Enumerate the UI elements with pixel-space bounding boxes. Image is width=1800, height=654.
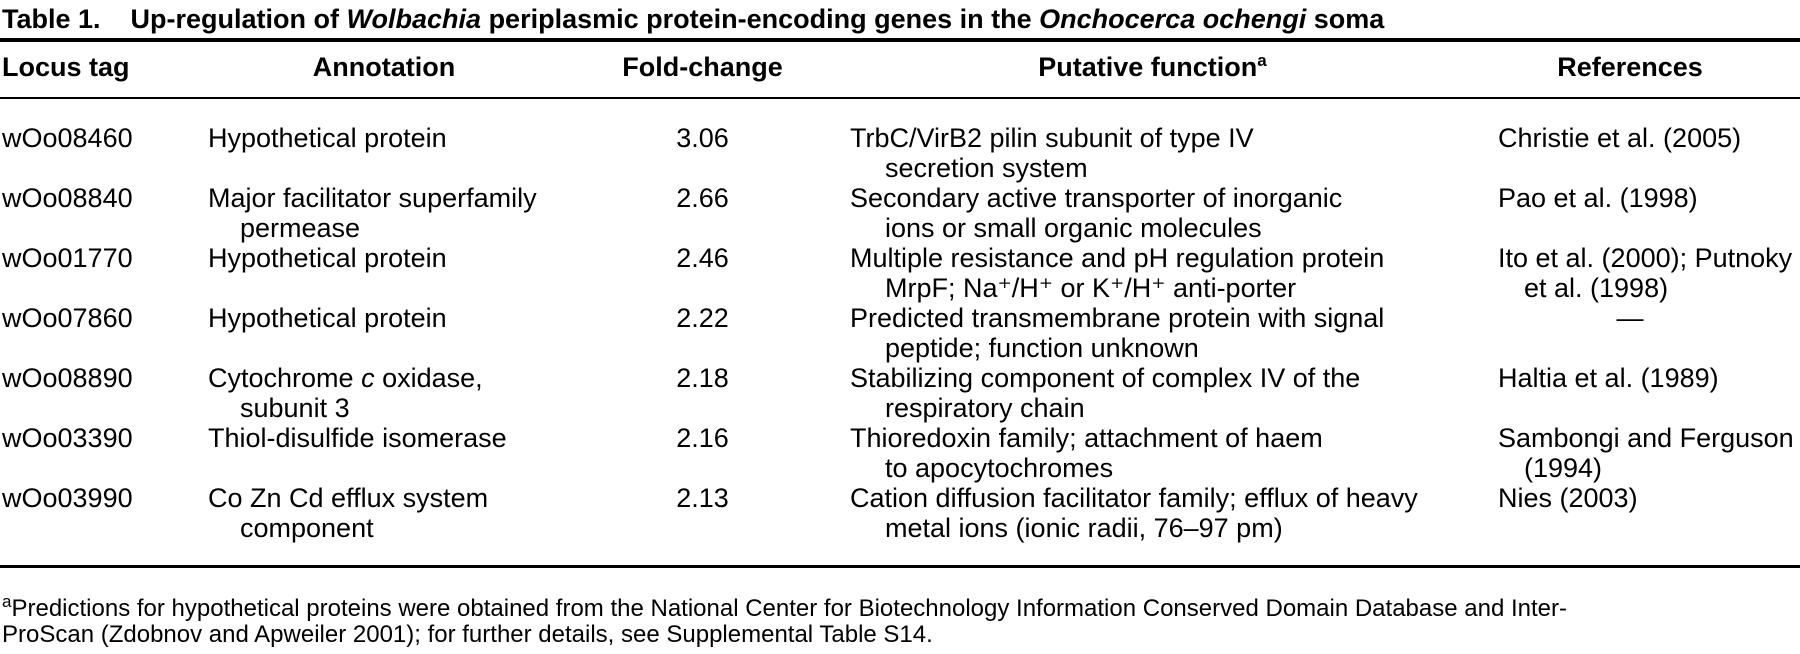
- fold-change-cell: 2.22: [676, 303, 729, 333]
- putative-function-cell: Predicted transmembrane protein with sig…: [850, 303, 1385, 363]
- annotation-cell: Major facilitator superfamily permease: [208, 183, 537, 243]
- locus-tag-cell: wOo01770: [2, 243, 133, 273]
- header-rule: [0, 97, 1800, 99]
- fold-change-cell: 2.66: [676, 183, 729, 213]
- footnote-marker: a: [2, 592, 12, 611]
- fold-change-cell: 2.46: [676, 243, 729, 273]
- locus-tag-cell: wOo08460: [2, 123, 133, 153]
- putative-function-cell: Secondary active transporter of inorgani…: [850, 183, 1343, 243]
- table-row: wOo03990 Co Zn Cd efflux system componen…: [0, 483, 1800, 543]
- table-row: wOo08460 Hypothetical protein 3.06 TrbC/…: [0, 123, 1800, 183]
- top-rule: [0, 38, 1800, 42]
- footnote-marker: a: [1257, 51, 1267, 70]
- locus-tag-cell: wOo03990: [2, 483, 133, 513]
- fold-change-cell: 2.13: [676, 483, 729, 513]
- table-row: wOo01770 Hypothetical protein 2.46 Multi…: [0, 243, 1800, 303]
- table-row: wOo08890 Cytochrome c oxidase, subunit 3…: [0, 363, 1800, 423]
- header-annotation: Annotation: [312, 52, 456, 82]
- table-row: wOo08840 Major facilitator superfamily p…: [0, 183, 1800, 243]
- reference-cell: Ito et al. (2000); Putnoky et al. (1998): [1498, 243, 1793, 303]
- reference-cell: Nies (2003): [1498, 483, 1638, 513]
- fold-change-cell: 3.06: [676, 123, 729, 153]
- annotation-cell: Hypothetical protein: [208, 123, 447, 153]
- table-header-row: Locus tag Annotation Fold-change Putativ…: [0, 42, 1800, 97]
- table-row: wOo07860 Hypothetical protein 2.22 Predi…: [0, 303, 1800, 363]
- reference-cell: Pao et al. (1998): [1498, 183, 1698, 213]
- annotation-cell: Hypothetical protein: [208, 303, 447, 333]
- table-title-text: Up-regulation of Wolbachia periplasmic p…: [130, 4, 1385, 34]
- fold-change-cell: 2.16: [676, 423, 729, 453]
- header-references: References: [1557, 52, 1703, 82]
- locus-tag-cell: wOo08890: [2, 363, 133, 393]
- reference-cell: Christie et al. (2005): [1498, 123, 1742, 153]
- fold-change-cell: 2.18: [676, 363, 729, 393]
- species-name-italic: Wolbachia: [346, 4, 482, 34]
- table-footnote: aPredictions for hypothetical proteins w…: [2, 592, 1567, 648]
- annotation-cell: Thiol-disulfide isomerase: [208, 423, 507, 453]
- reference-cell: Sambongi and Ferguson (1994): [1498, 423, 1794, 483]
- header-locus-tag: Locus tag: [2, 52, 130, 82]
- table-title: Table 1. Up-regulation of Wolbachia perip…: [0, 0, 1800, 38]
- putative-function-cell: TrbC/VirB2 pilin subunit of type IV secr…: [850, 123, 1254, 183]
- reference-cell: Haltia et al. (1989): [1498, 363, 1719, 393]
- putative-function-cell: Multiple resistance and pH regulation pr…: [850, 243, 1385, 303]
- putative-function-cell: Cation diffusion facilitator family; eff…: [850, 483, 1418, 543]
- annotation-cell: Hypothetical protein: [208, 243, 447, 273]
- annotation-cell: Co Zn Cd efflux system component: [208, 483, 489, 543]
- table-body: wOo08460 Hypothetical protein 3.06 TrbC/…: [0, 99, 1800, 565]
- reference-cell-empty-dash: —: [1616, 303, 1644, 333]
- table-number-label: Table 1.: [2, 4, 101, 34]
- annotation-cell: Cytochrome c oxidase, subunit 3: [208, 363, 483, 423]
- locus-tag-cell: wOo07860: [2, 303, 133, 333]
- header-putative-function: Putative functiona: [1038, 51, 1267, 82]
- gene-letter-italic: c: [361, 363, 375, 393]
- putative-function-cell: Thioredoxin family; attachment of haem t…: [850, 423, 1323, 483]
- species-name-italic: Onchocerca ochengi: [1039, 4, 1307, 34]
- header-fold-change: Fold-change: [622, 52, 783, 82]
- locus-tag-cell: wOo03390: [2, 423, 133, 453]
- table-row: wOo03390 Thiol-disulfide isomerase 2.16 …: [0, 423, 1800, 483]
- bottom-rule: [0, 565, 1800, 568]
- locus-tag-cell: wOo08840: [2, 183, 133, 213]
- putative-function-cell: Stabilizing component of complex IV of t…: [850, 363, 1361, 423]
